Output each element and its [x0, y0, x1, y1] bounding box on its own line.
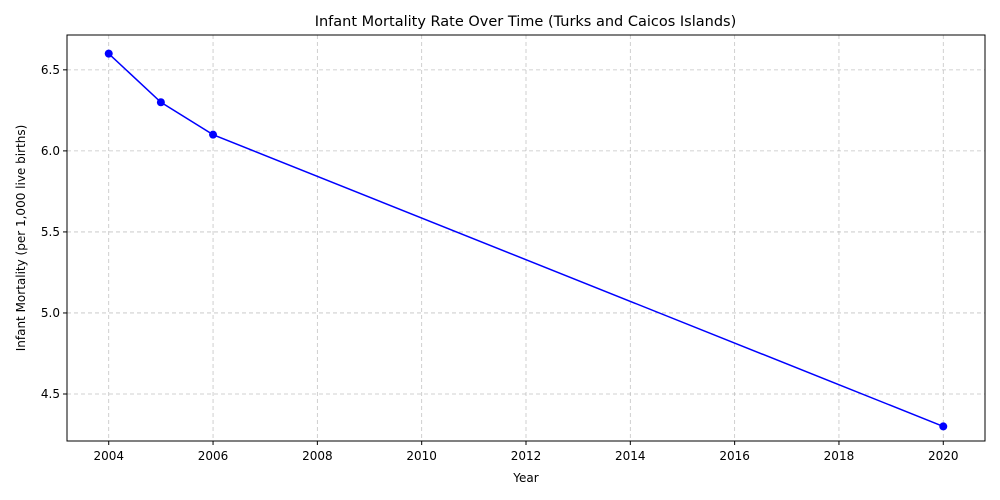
- x-tick-label: 2012: [511, 449, 542, 463]
- x-tick-label: 2016: [719, 449, 750, 463]
- y-tick-label: 4.5: [41, 387, 60, 401]
- data-series: [104, 49, 948, 431]
- data-point: [104, 49, 113, 58]
- y-tick-label: 5.0: [41, 306, 60, 320]
- data-point: [156, 98, 165, 107]
- data-point: [209, 130, 218, 139]
- data-point: [939, 422, 948, 431]
- x-tick-label: 2020: [928, 449, 959, 463]
- y-tick-label: 6.0: [41, 144, 60, 158]
- x-tick-label: 2008: [302, 449, 333, 463]
- x-tick-label: 2010: [406, 449, 437, 463]
- chart-title: Infant Mortality Rate Over Time (Turks a…: [315, 14, 737, 30]
- y-axis-label: Infant Mortality (per 1,000 live births): [14, 125, 28, 352]
- x-tick-label: 2004: [93, 449, 124, 463]
- y-tick-label: 6.5: [41, 63, 60, 77]
- y-tick-label: 5.5: [41, 225, 60, 239]
- x-tick-label: 2006: [198, 449, 229, 463]
- x-tick-label: 2014: [615, 449, 646, 463]
- series-line: [108, 53, 944, 428]
- grid-lines: [67, 35, 985, 441]
- x-axis: 2004 2006 2008 2010 2012 2014 2016 2018 2020: [93, 441, 959, 463]
- x-tick-label: 2018: [824, 449, 855, 463]
- x-axis-label: Year: [512, 471, 538, 485]
- y-axis: 4.5 5.0 5.5 6.0 6.5: [41, 63, 67, 401]
